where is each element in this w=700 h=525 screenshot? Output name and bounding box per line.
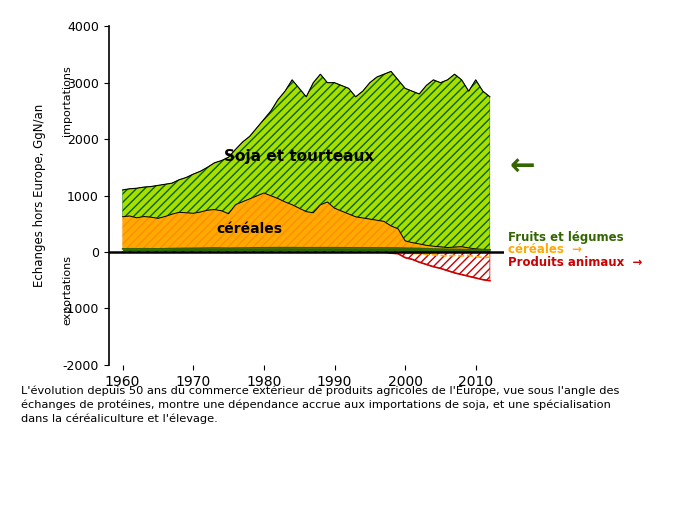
- Text: importations: importations: [62, 66, 72, 136]
- Text: Fruits et légumes: Fruits et légumes: [508, 231, 624, 244]
- Text: Soja et tourteaux: Soja et tourteaux: [224, 149, 374, 164]
- Text: céréales  →: céréales →: [508, 243, 582, 256]
- Text: Echanges hors Europe, GgN/an: Echanges hors Europe, GgN/an: [33, 104, 46, 287]
- Text: ←: ←: [510, 153, 535, 182]
- Text: Produits animaux  →: Produits animaux →: [508, 256, 643, 269]
- Text: céréales: céréales: [217, 223, 283, 236]
- Text: L'évolution depuis 50 ans du commerce extérieur de produits agricoles de l'Europ: L'évolution depuis 50 ans du commerce ex…: [21, 386, 620, 424]
- Text: exportations: exportations: [62, 255, 72, 326]
